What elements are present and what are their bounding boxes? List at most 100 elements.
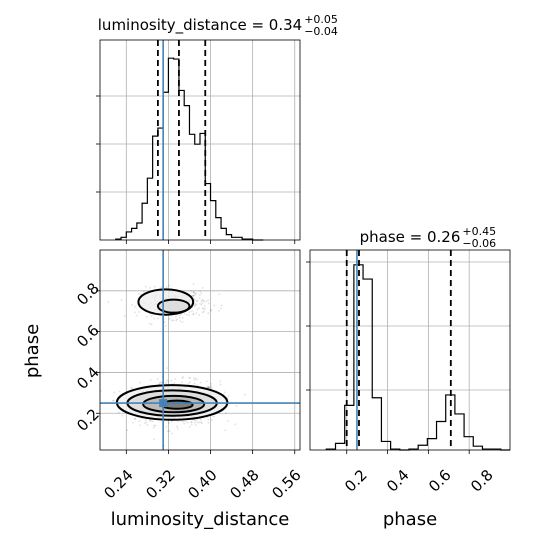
scatter-point [192,313,195,316]
scatter-point [126,429,129,432]
scatter-point [181,321,184,324]
scatter-point [167,380,170,383]
scatter-point [210,309,212,312]
scatter-point [188,314,191,317]
scatter-point [112,399,115,402]
scatter-point [195,424,197,427]
scatter-point [160,381,163,384]
scatter-point [200,303,203,306]
scatter-point [121,414,124,417]
scatter-point [118,390,121,393]
scatter-point [196,421,199,424]
scatter-point [198,297,201,300]
scatter-point [207,418,210,421]
scatter-point [144,422,146,425]
scatter-point [139,424,142,427]
scatter-point [194,303,197,305]
title-ld-minus: −0.04 [304,25,338,38]
panel-frame [99,249,301,451]
scatter-point [201,302,204,305]
scatter-point [193,291,195,294]
scatter-point [153,424,155,427]
scatter-point [207,302,210,305]
scatter-point [178,316,181,319]
scatter-point [206,385,208,388]
y-tick-label: 0.2 [73,405,103,435]
scatter-point [201,287,204,289]
scatter-point [134,417,136,420]
scatter-point [208,386,210,388]
scatter-point [112,399,114,402]
scatter-point [131,303,134,306]
scatter-point [210,385,212,388]
scatter-point [144,419,147,421]
scatter-point [165,379,168,382]
scatter-point [194,377,197,380]
scatter-point [227,395,230,397]
scatter-point [183,422,186,425]
scatter-point [164,382,167,384]
scatter-point [190,289,192,292]
scatter-point [213,304,216,307]
title-phase-minus: −0.06 [462,237,496,250]
scatter-point [220,304,223,307]
x-tick-label: 0.6 [425,466,455,496]
scatter-point [202,311,204,314]
scatter-point [152,426,155,429]
scatter-point [180,313,183,316]
scatter-point [107,301,110,303]
scatter-point [243,393,246,396]
scatter-point [168,318,171,320]
scatter-point [190,421,193,424]
scatter-point [149,378,152,381]
scatter-point [159,381,161,384]
scatter-point [137,292,140,295]
scatter-point [191,310,193,312]
scatter-point [234,423,237,426]
scatter-point [182,376,185,378]
y-tick-label: 0.4 [73,363,103,393]
scatter-point [151,420,154,423]
scatter-point [193,379,196,382]
scatter-point [167,422,170,424]
scatter-point [227,420,229,422]
scatter-point [168,430,171,432]
x-axis-title-phase: phase [383,509,437,530]
scatter-point [190,423,193,426]
title-phase-plus: +0.45 [462,225,496,238]
scatter-point [174,378,176,380]
scatter-point [157,317,159,320]
scatter-point [196,300,198,303]
scatter-point [203,305,206,308]
scatter-point [224,429,227,432]
scatter-point [145,421,148,424]
scatter-point [202,299,205,302]
scatter-point [165,286,168,288]
scatter-point [193,304,196,307]
scatter-point [196,299,199,302]
x-tick-label: 0.40 [184,466,220,502]
scatter-point [189,377,192,380]
scatter-point [148,286,151,289]
scatter-point [192,291,195,294]
scatter-point [149,322,151,325]
scatter-point [196,384,199,387]
scatter-point [192,283,195,286]
scatter-point [211,419,213,422]
panel-frame [99,39,301,241]
scatter-point [198,421,201,424]
scatter-point [175,315,177,318]
scatter-point [163,321,166,324]
scatter-point [194,305,196,308]
histogram-step [325,264,510,451]
truth-marker [159,399,168,408]
contour-line [137,288,195,316]
scatter-point [203,310,205,313]
scatter-point [194,421,196,424]
scatter-point [182,420,185,423]
scatter-point [134,305,136,308]
scatter-point [188,381,191,384]
scatter-point [196,378,198,381]
scatter-point [223,391,226,394]
scatter-point [195,312,198,315]
